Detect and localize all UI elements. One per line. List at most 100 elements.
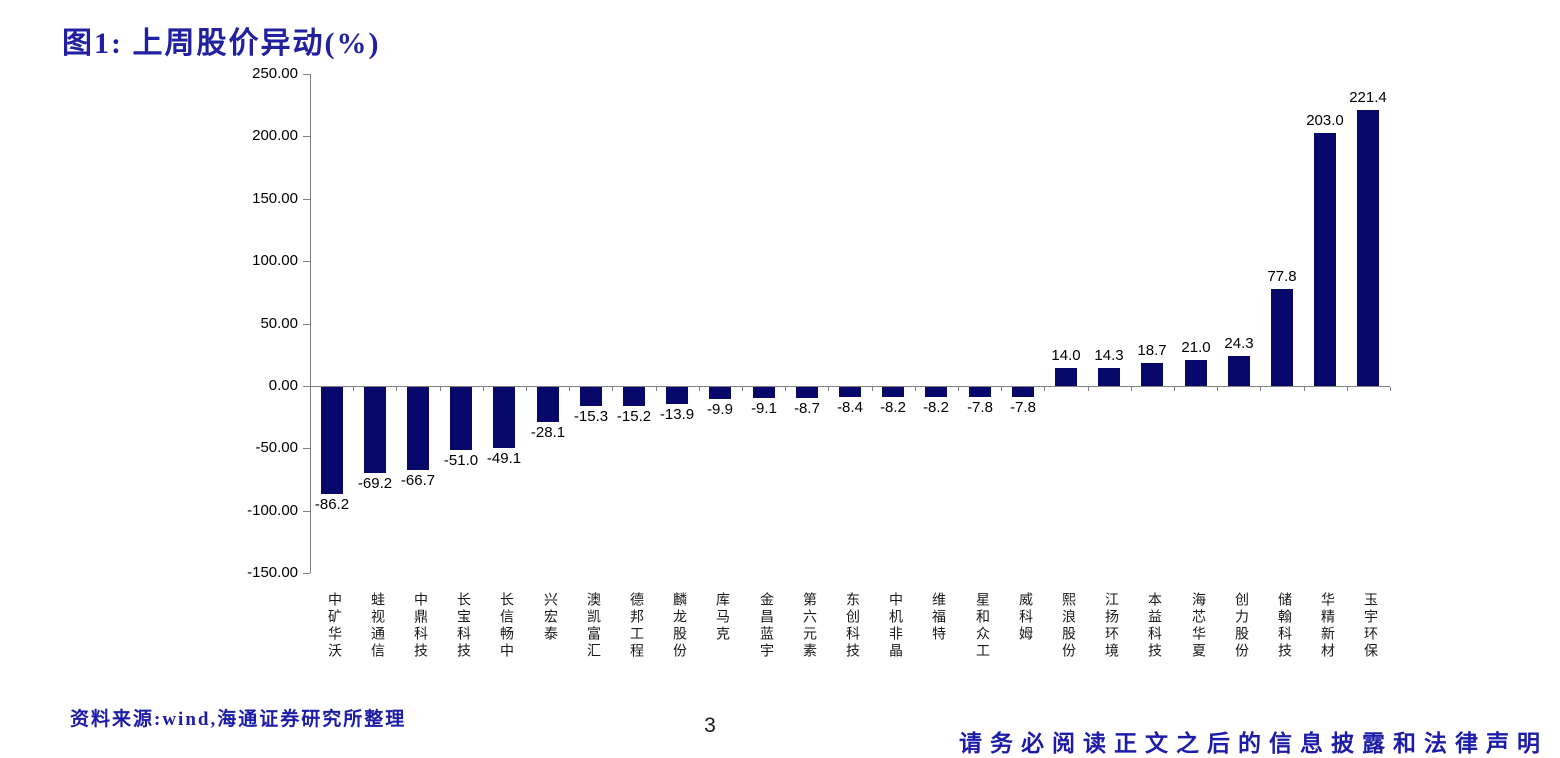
bar bbox=[321, 387, 343, 495]
bar-value-label: 77.8 bbox=[1267, 268, 1297, 285]
bar bbox=[1357, 109, 1379, 386]
bar-value-label: 18.7 bbox=[1137, 342, 1167, 359]
bar bbox=[709, 387, 731, 400]
bar-value-label: 221.4 bbox=[1349, 89, 1387, 106]
category-label: 中机非晶 bbox=[887, 592, 902, 660]
category-label: 中鼎科技 bbox=[412, 592, 427, 660]
bar bbox=[1271, 288, 1293, 386]
bar bbox=[925, 387, 947, 398]
y-axis-tick bbox=[303, 510, 310, 512]
bar bbox=[580, 387, 602, 406]
x-axis-tick bbox=[440, 387, 441, 391]
category-label: 星和众工 bbox=[974, 592, 989, 660]
x-axis-tick bbox=[1217, 387, 1218, 391]
x-axis-tick bbox=[1260, 387, 1261, 391]
bar bbox=[537, 387, 559, 422]
x-axis-line bbox=[310, 386, 1390, 387]
category-label: 长信畅中 bbox=[498, 592, 513, 660]
category-label: 第六元素 bbox=[801, 592, 816, 660]
bar bbox=[796, 387, 818, 398]
category-label: 中矿华沃 bbox=[326, 592, 341, 660]
bar-value-label: -7.8 bbox=[967, 399, 993, 416]
x-axis-tick bbox=[569, 387, 570, 391]
x-axis-tick bbox=[1347, 387, 1348, 391]
bar bbox=[882, 387, 904, 398]
x-axis-tick bbox=[1044, 387, 1045, 391]
disclaimer: 请务必阅读正文之后的信息披露和法律声明 bbox=[959, 731, 1548, 756]
bar-value-label: -15.2 bbox=[616, 408, 652, 425]
x-axis-tick bbox=[656, 387, 657, 391]
bar-value-label: -7.8 bbox=[1010, 399, 1036, 416]
category-label: 长宝科技 bbox=[455, 592, 470, 660]
y-axis-tick bbox=[303, 448, 310, 450]
x-axis-tick bbox=[958, 387, 959, 391]
bar-value-label: -28.1 bbox=[530, 424, 566, 441]
x-axis-tick bbox=[785, 387, 786, 391]
category-label: 本益科技 bbox=[1146, 592, 1161, 660]
bar bbox=[1141, 362, 1163, 386]
bar-value-label: -66.7 bbox=[400, 472, 436, 489]
bar bbox=[969, 387, 991, 397]
bar bbox=[450, 387, 472, 451]
y-axis-tick-label: -50.00 bbox=[255, 439, 298, 457]
category-label: 熙浪股份 bbox=[1060, 592, 1075, 660]
bar-value-label: 14.3 bbox=[1094, 347, 1124, 364]
bar-value-label: 203.0 bbox=[1306, 112, 1344, 129]
x-axis-tick bbox=[828, 387, 829, 391]
y-axis-tick-label: 200.00 bbox=[252, 127, 298, 145]
category-label: 威科姆 bbox=[1017, 592, 1032, 643]
category-label: 德邦工程 bbox=[628, 592, 643, 660]
category-label: 东创科技 bbox=[844, 592, 859, 660]
category-label: 维福特 bbox=[930, 592, 945, 643]
figure-title: 图1: 上周股价异动(%) bbox=[62, 27, 381, 60]
x-axis-tick bbox=[742, 387, 743, 391]
x-axis-tick bbox=[353, 387, 354, 391]
y-axis-tick bbox=[303, 573, 310, 574]
source-note: 资料来源:wind,海通证券研究所整理 bbox=[70, 709, 407, 730]
category-label: 库马克 bbox=[714, 592, 729, 643]
x-axis-tick bbox=[396, 387, 397, 391]
bar-value-label: -9.9 bbox=[707, 401, 733, 418]
y-axis-tick bbox=[303, 385, 310, 387]
bar-value-label: 21.0 bbox=[1181, 339, 1211, 356]
bar-value-label: 24.3 bbox=[1224, 335, 1254, 352]
x-axis-tick bbox=[483, 387, 484, 391]
x-axis-tick bbox=[1001, 387, 1002, 391]
y-axis-tick-label: 100.00 bbox=[252, 252, 298, 270]
x-axis-tick bbox=[1088, 387, 1089, 391]
bar-value-label: -9.1 bbox=[751, 400, 777, 417]
category-label: 创力股份 bbox=[1233, 592, 1248, 660]
x-axis-tick bbox=[612, 387, 613, 391]
category-label: 江扬环境 bbox=[1103, 592, 1118, 660]
bar bbox=[1314, 132, 1336, 386]
y-axis-tick bbox=[303, 74, 310, 75]
bar bbox=[839, 387, 861, 398]
category-label: 麟龙股份 bbox=[671, 592, 686, 660]
category-label: 储翰科技 bbox=[1276, 592, 1291, 660]
bar bbox=[666, 387, 688, 405]
bar bbox=[753, 387, 775, 399]
bar-value-label: -49.1 bbox=[486, 450, 522, 467]
bar-value-label: -8.7 bbox=[794, 400, 820, 417]
category-label: 兴宏泰 bbox=[542, 592, 557, 643]
y-axis-tick bbox=[303, 198, 310, 200]
category-label: 澳凯富汇 bbox=[585, 592, 600, 660]
bar-value-label: -8.2 bbox=[923, 399, 949, 416]
category-label: 玉宇环保 bbox=[1362, 592, 1377, 660]
x-axis-tick bbox=[1131, 387, 1132, 391]
bar-value-label: -13.9 bbox=[659, 406, 695, 423]
bar-value-label: -15.3 bbox=[573, 408, 609, 425]
x-axis-tick bbox=[1390, 387, 1391, 391]
y-axis-tick-label: 150.00 bbox=[252, 189, 298, 207]
bar bbox=[364, 387, 386, 474]
y-axis-tick-label: 0.00 bbox=[268, 376, 298, 394]
bar-value-label: -8.2 bbox=[880, 399, 906, 416]
x-axis-tick bbox=[915, 387, 916, 391]
bar-value-label: 14.0 bbox=[1051, 347, 1081, 364]
x-axis-tick bbox=[1304, 387, 1305, 391]
x-axis-tick bbox=[872, 387, 873, 391]
y-axis-tick-label: 50.00 bbox=[260, 314, 298, 332]
bar bbox=[1228, 355, 1250, 386]
bar bbox=[1012, 387, 1034, 397]
